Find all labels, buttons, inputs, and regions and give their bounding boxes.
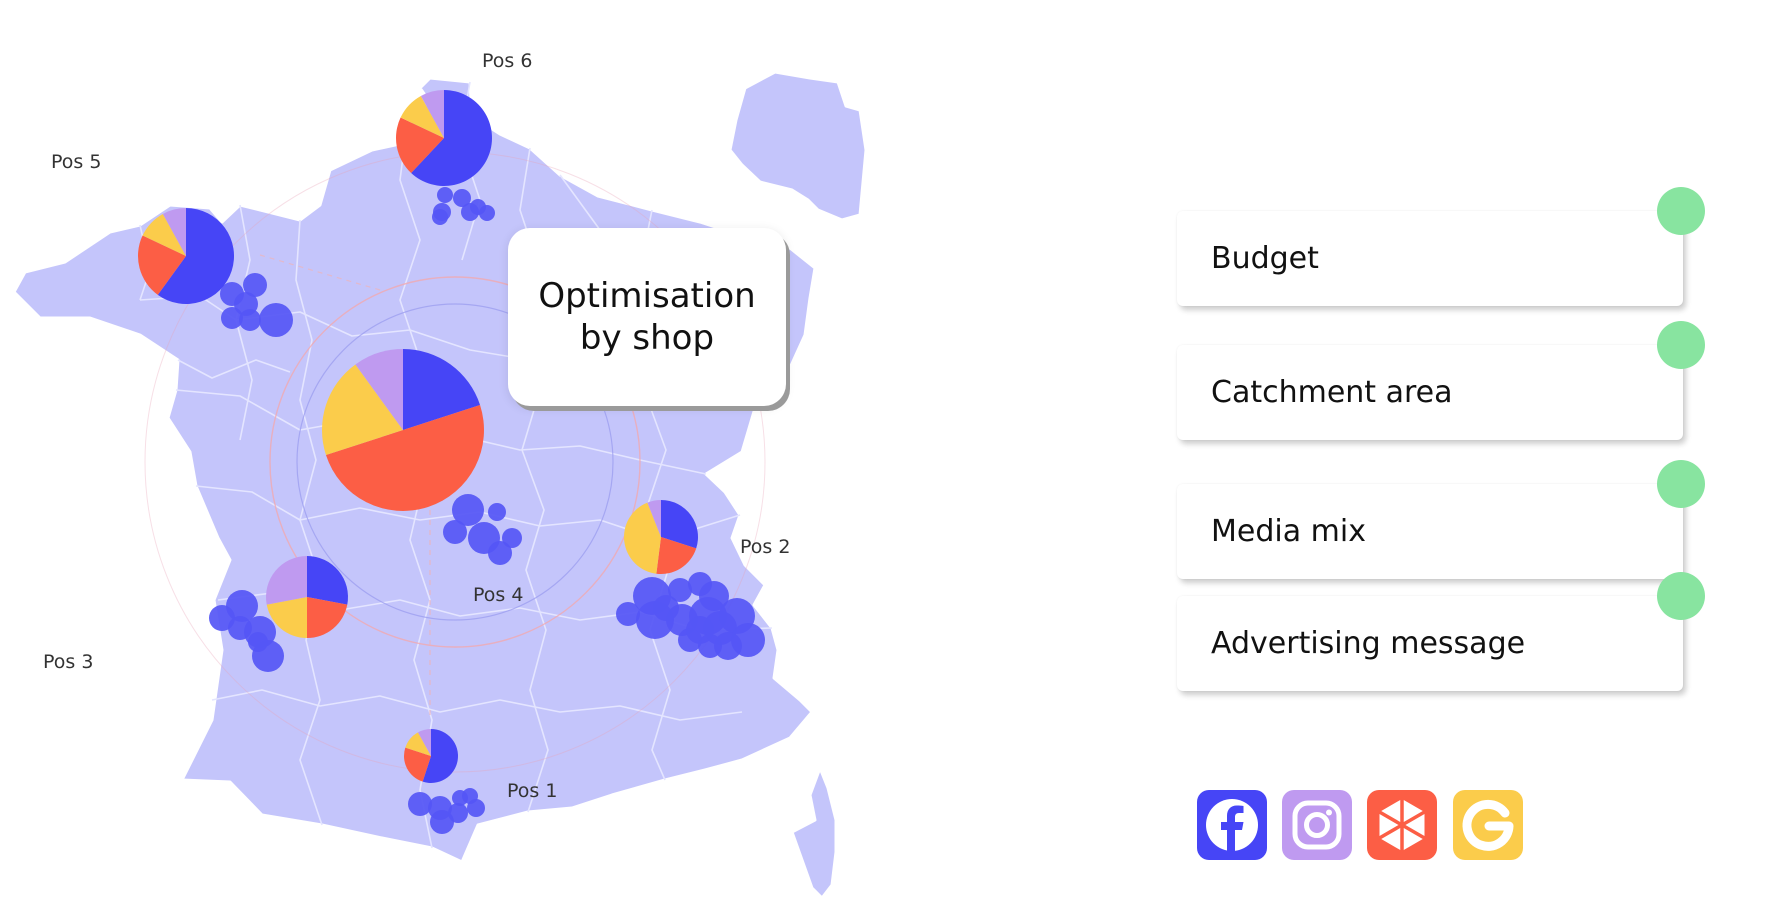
pie-slice-youtube bbox=[656, 537, 697, 575]
status-dot bbox=[1657, 572, 1705, 620]
pie-slice-instagram bbox=[420, 90, 444, 138]
department-boundary-12 bbox=[177, 359, 291, 379]
pie-slice-google bbox=[623, 502, 661, 574]
criterion-label: Budget bbox=[1211, 241, 1319, 276]
catchment-bubble-5-6 bbox=[462, 788, 478, 804]
pie-pos-6 bbox=[395, 90, 492, 186]
department-boundary-4 bbox=[211, 689, 743, 721]
france-map: Pos 6 Pos 5 Pos 4 Pos 3 Pos 2 Pos 1 Opti… bbox=[12, 50, 868, 900]
pos-label-5: Pos 5 bbox=[51, 151, 102, 173]
pie-pos-4 bbox=[321, 348, 484, 511]
pie-slice-google bbox=[400, 95, 444, 138]
catchment-bubble-1-3 bbox=[221, 307, 243, 329]
pie-slice-youtube bbox=[325, 404, 484, 511]
catchment-bubble-5-0 bbox=[408, 792, 432, 816]
pie-slice-google bbox=[266, 597, 307, 638]
pie-slice-instagram bbox=[417, 729, 431, 756]
criterion-catchment-area[interactable]: Catchment area bbox=[1177, 321, 1705, 440]
catchment-bubble-0-1 bbox=[453, 189, 471, 207]
catchment-bubble-2-2 bbox=[443, 520, 467, 544]
catchment-bubble-4-7 bbox=[616, 602, 640, 626]
catchment-bubble-4-15 bbox=[698, 634, 722, 658]
pie-slice-facebook bbox=[661, 500, 698, 549]
catchment-bubble-1-1 bbox=[243, 273, 267, 297]
map-canvas bbox=[12, 70, 868, 900]
pie-slice-instagram bbox=[647, 500, 661, 537]
pie-pos-5 bbox=[138, 208, 235, 304]
facebook-glyph bbox=[1206, 799, 1258, 852]
pos-label-6: Pos 6 bbox=[482, 50, 533, 72]
department-boundary-5 bbox=[295, 219, 323, 826]
reach-ring-outer bbox=[269, 276, 641, 648]
callout-title: Optimisation by shop bbox=[538, 276, 756, 358]
pie-slice-facebook bbox=[403, 348, 481, 430]
pie-pos-1 bbox=[403, 729, 458, 784]
pie-slice-google bbox=[142, 213, 186, 256]
catchment-bubble-4-12 bbox=[714, 632, 742, 660]
catchment-bubble-5-5 bbox=[448, 803, 468, 823]
catchment-bubbles bbox=[209, 187, 765, 834]
criterion-label: Catchment area bbox=[1211, 375, 1453, 410]
catchment-bubble-2-1 bbox=[488, 503, 506, 521]
pos-label-3: Pos 3 bbox=[43, 651, 94, 673]
pie-slice-facebook bbox=[307, 556, 348, 605]
status-dot bbox=[1657, 460, 1705, 508]
catchment-bubble-0-6 bbox=[432, 209, 448, 225]
media-network-glyph bbox=[1377, 797, 1427, 853]
catchment-bubble-4-14 bbox=[653, 595, 679, 621]
pos-label-2: Pos 2 bbox=[740, 536, 791, 558]
corsica-shape bbox=[790, 766, 838, 900]
google-glyph bbox=[1462, 799, 1514, 851]
region-inset-shape bbox=[728, 70, 868, 222]
pie-slice-youtube bbox=[403, 747, 431, 782]
catchment-bubble-2-0 bbox=[452, 494, 484, 526]
pie-slice-youtube bbox=[138, 235, 186, 295]
pie-slice-google bbox=[321, 364, 403, 456]
pie-slice-youtube bbox=[395, 117, 444, 173]
catchment-bubble-3-1 bbox=[209, 605, 235, 631]
instagram-icon[interactable] bbox=[1282, 790, 1352, 860]
pie-slice-facebook bbox=[422, 729, 458, 784]
optimisation-callout: Optimisation by shop bbox=[508, 228, 786, 406]
catchment-bubble-4-1 bbox=[668, 578, 692, 602]
status-dot bbox=[1657, 321, 1705, 369]
catchment-bubble-0-4 bbox=[461, 203, 479, 221]
media-network-icon[interactable] bbox=[1367, 790, 1437, 860]
catchment-bubble-0-5 bbox=[479, 205, 495, 221]
facebook-icon[interactable] bbox=[1197, 790, 1267, 860]
criterion-budget[interactable]: Budget bbox=[1177, 187, 1705, 306]
pie-pos-3 bbox=[266, 556, 348, 638]
criterion-media-mix[interactable]: Media mix bbox=[1177, 460, 1705, 579]
catchment-bubble-2-5 bbox=[488, 541, 512, 565]
pie-slice-instagram bbox=[355, 349, 403, 430]
criterion-advertising-message[interactable]: Advertising message bbox=[1177, 572, 1705, 691]
catchment-bubble-1-4 bbox=[239, 309, 261, 331]
reach-ring-inner bbox=[296, 303, 614, 621]
google-icon[interactable] bbox=[1453, 790, 1523, 860]
pie-slice-instagram bbox=[162, 208, 186, 256]
pos-label-1: Pos 1 bbox=[507, 780, 558, 802]
pos-label-4: Pos 4 bbox=[473, 584, 524, 606]
catchment-bubble-0-0 bbox=[437, 187, 453, 203]
criterion-label: Advertising message bbox=[1211, 626, 1526, 661]
pie-slice-instagram bbox=[266, 556, 307, 605]
pie-slice-facebook bbox=[411, 90, 492, 186]
pie-slice-google bbox=[405, 732, 431, 756]
media-mix-pies bbox=[138, 90, 698, 784]
reach-connector-west bbox=[259, 254, 381, 291]
pie-slice-facebook bbox=[157, 208, 235, 304]
catchment-bubble-5-4 bbox=[430, 810, 454, 834]
instagram-glyph bbox=[1292, 800, 1342, 850]
pie-pos-2 bbox=[623, 500, 698, 575]
catchment-bubble-3-5 bbox=[248, 632, 268, 652]
pie-slice-youtube bbox=[307, 597, 348, 638]
catchment-bubble-1-5 bbox=[259, 303, 293, 337]
status-dot bbox=[1657, 187, 1705, 235]
criterion-label: Media mix bbox=[1211, 514, 1366, 549]
catchment-bubble-2-4 bbox=[502, 528, 522, 548]
